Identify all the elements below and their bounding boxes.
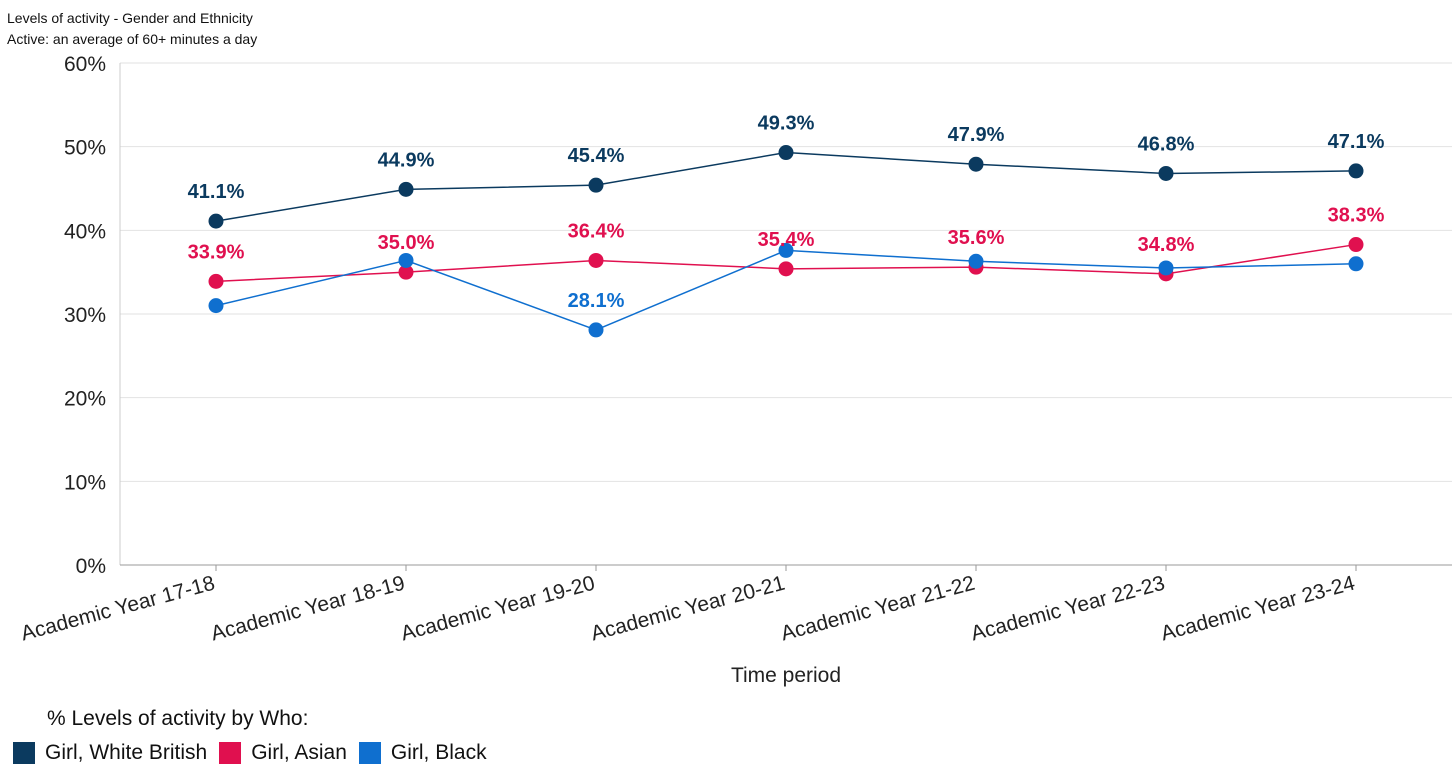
y-tick-label: 50%	[64, 137, 106, 160]
data-point	[1348, 163, 1364, 179]
data-point	[778, 145, 794, 161]
data-label: 35.4%	[758, 229, 815, 251]
x-tick-label: Academic Year 23-24	[1159, 572, 1358, 646]
data-label: 46.8%	[1138, 133, 1195, 155]
data-point	[588, 252, 604, 268]
data-label: 47.1%	[1328, 131, 1385, 153]
line-chart: 0% 10% 20% 30% 40% 50% 60% Academic Year 17-18…	[19, 53, 1452, 687]
data-label: 33.9%	[188, 241, 245, 263]
series-layer	[208, 145, 1364, 338]
x-tick-label: Academic Year 22-23	[969, 572, 1168, 646]
data-label: 47.9%	[948, 124, 1005, 146]
data-point	[1348, 237, 1364, 253]
data-point	[778, 261, 794, 277]
data-labels: 41.1% 44.9% 45.4% 49.3% 47.9% 46.8% 47.1% 33.9%…	[188, 113, 1385, 312]
chart-title: Levels of activity - Gender and Ethnicit…	[7, 10, 253, 26]
data-label: 36.4%	[568, 220, 625, 242]
data-label: 49.3%	[758, 113, 815, 135]
data-label: 35.0%	[378, 232, 435, 254]
data-label: 28.1%	[568, 290, 625, 312]
data-point	[1158, 165, 1174, 181]
data-point	[968, 156, 984, 172]
y-tick-label: 0%	[76, 555, 106, 578]
data-label: 45.4%	[568, 145, 625, 167]
legend-swatch	[13, 742, 35, 764]
data-label: 35.6%	[948, 227, 1005, 249]
y-tick-label: 30%	[64, 304, 106, 327]
legend-item: Girl, White British	[13, 741, 207, 765]
x-tick-label: Academic Year 20-21	[589, 572, 788, 646]
x-tick-label: Academic Year 19-20	[399, 572, 598, 646]
data-point	[588, 322, 604, 338]
data-label: 34.8%	[1138, 234, 1195, 256]
legend-label: Girl, Black	[390, 741, 487, 764]
legend: Girl, White British Girl, Asian Girl, Blac…	[13, 741, 499, 765]
x-tick-label: Academic Year 18-19	[209, 572, 408, 646]
data-point	[398, 181, 414, 197]
x-tick-label: Academic Year 21-22	[779, 572, 978, 646]
legend-item: Girl, Black	[358, 741, 487, 765]
data-point	[208, 273, 224, 289]
legend-swatch	[219, 742, 242, 764]
grid-lines	[120, 62, 1452, 482]
y-tick-label: 10%	[64, 471, 106, 494]
data-label: 38.3%	[1328, 205, 1385, 227]
y-axis: 0% 10% 20% 30% 40% 50% 60%	[64, 53, 121, 578]
legend-title: % Levels of activity by Who:	[47, 707, 309, 730]
y-tick-label: 60%	[64, 53, 106, 76]
chart-subtitle: Active: an average of 60+ minutes a day	[7, 31, 258, 47]
data-label: 44.9%	[378, 149, 435, 171]
data-point	[1348, 256, 1364, 272]
chart-titles: Levels of activity - Gender and Ethnicit…	[7, 8, 257, 50]
x-axis-label: Time period	[731, 664, 841, 687]
data-point	[398, 264, 414, 280]
data-point	[588, 177, 604, 193]
y-tick-label: 20%	[64, 388, 106, 411]
legend-item: Girl, Asian	[219, 741, 347, 765]
data-label: 41.1%	[188, 181, 245, 203]
legend-label: Girl, Asian	[251, 741, 347, 764]
legend-swatch	[358, 742, 381, 764]
data-point	[778, 242, 794, 258]
data-point	[208, 213, 224, 229]
data-point	[1158, 260, 1174, 276]
y-tick-label: 40%	[64, 220, 106, 243]
data-point	[208, 298, 224, 314]
legend-label: Girl, White British	[45, 741, 208, 764]
x-tick-label: Academic Year 17-18	[19, 572, 218, 646]
data-point	[398, 252, 414, 268]
data-point	[968, 253, 984, 269]
